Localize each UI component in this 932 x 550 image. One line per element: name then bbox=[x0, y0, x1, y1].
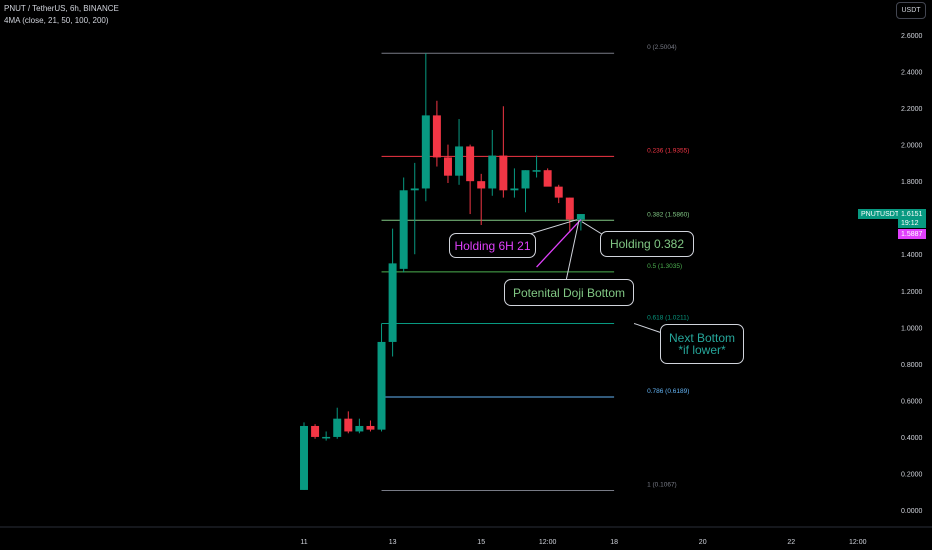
fib-level-label: 1 (0.1067) bbox=[647, 482, 677, 489]
fib-level-label: 0 (2.5004) bbox=[647, 44, 677, 51]
ma-price-label: 1.5887 bbox=[898, 229, 926, 239]
y-tick-label: 2.2000 bbox=[901, 106, 923, 113]
y-tick-label: 1.8000 bbox=[901, 179, 923, 186]
candle-down bbox=[543, 170, 552, 187]
candle-up bbox=[521, 170, 530, 189]
candle-down bbox=[443, 157, 452, 176]
candle-up bbox=[300, 425, 308, 490]
candle-down bbox=[344, 418, 353, 432]
y-tick-label: 1.4000 bbox=[901, 252, 923, 259]
candle-down bbox=[565, 197, 574, 220]
currency-button[interactable]: USDT bbox=[896, 2, 926, 19]
y-tick-label: 0.6000 bbox=[901, 398, 923, 405]
last-price-label: 1.6151 bbox=[898, 209, 926, 219]
x-tick-label: 18 bbox=[610, 539, 618, 546]
y-tick-label: 1.0000 bbox=[901, 325, 923, 332]
x-tick-label: 11 bbox=[300, 539, 307, 546]
candle-up bbox=[576, 214, 585, 220]
fib-level-label: 0.618 (1.0211) bbox=[647, 314, 689, 321]
fib-level-label: 0.5 (1.3035) bbox=[647, 263, 682, 270]
x-tick-label: 20 bbox=[699, 539, 707, 546]
y-tick-label: 0.0000 bbox=[901, 508, 923, 515]
note-holding-382[interactable]: Holding 0.382 bbox=[600, 231, 694, 257]
candle-up bbox=[322, 436, 331, 439]
note-doji-bottom[interactable]: Potenital Doji Bottom bbox=[504, 279, 634, 306]
chart-title: PNUT / TetherUS, 6h, BINANCE bbox=[4, 4, 119, 13]
x-tick-label: 13 bbox=[389, 539, 397, 546]
note-next-bottom-line2: *if lower* bbox=[678, 343, 726, 357]
candle-up bbox=[532, 170, 541, 172]
candle-up bbox=[333, 418, 342, 437]
candle-down bbox=[477, 181, 486, 189]
candle-down bbox=[311, 425, 320, 437]
fib-level-label: 0.382 (1.5860) bbox=[647, 211, 689, 218]
countdown-label: 19:12 bbox=[898, 219, 926, 228]
x-tick-label: 12:00 bbox=[539, 539, 557, 546]
symbol-price-label: PNUTUSDT bbox=[858, 209, 899, 219]
candle-up bbox=[377, 341, 386, 430]
candle-up bbox=[510, 188, 519, 191]
x-tick-label: 22 bbox=[787, 539, 795, 546]
y-tick-label: 0.4000 bbox=[901, 435, 923, 442]
candle-down bbox=[499, 155, 508, 191]
x-tick-label: 15 bbox=[477, 539, 485, 546]
fib-level-label: 0.786 (0.6189) bbox=[647, 388, 689, 395]
note-doji-text: Potenital Doji Bottom bbox=[512, 285, 626, 300]
note-holding-21[interactable]: Holding 6H 21 bbox=[449, 233, 536, 258]
candle-up bbox=[488, 155, 497, 189]
y-tick-label: 2.4000 bbox=[901, 70, 923, 77]
y-tick-label: 2.6000 bbox=[901, 33, 923, 40]
candle-down bbox=[432, 115, 441, 158]
callout-pointer bbox=[565, 220, 580, 282]
candle-up bbox=[388, 263, 397, 342]
y-tick-label: 0.8000 bbox=[901, 362, 923, 369]
y-tick-label: 0.2000 bbox=[901, 471, 923, 478]
candle-down bbox=[466, 146, 475, 182]
note-next-bottom[interactable]: Next Bottom *if lower* bbox=[660, 324, 744, 364]
candle-up bbox=[355, 425, 364, 432]
y-tick-label: 1.2000 bbox=[901, 289, 923, 296]
candle-down bbox=[366, 425, 375, 430]
candle-up bbox=[421, 115, 430, 189]
fib-level-label: 0.236 (1.9355) bbox=[647, 147, 689, 154]
ma-line bbox=[536, 219, 582, 268]
callout-pointer bbox=[633, 322, 663, 334]
note-holding-21-text: Holding 6H 21 bbox=[454, 238, 531, 253]
note-next-bottom-line1: Next Bottom bbox=[668, 331, 736, 345]
candle-up bbox=[455, 146, 464, 176]
indicator-legend[interactable]: 4MA (close, 21, 50, 100, 200) bbox=[4, 16, 109, 25]
y-tick-label: 2.0000 bbox=[901, 143, 923, 150]
x-tick-label: 12:00 bbox=[849, 539, 867, 546]
candle-up bbox=[410, 188, 419, 191]
note-holding-382-text: Holding 0.382 bbox=[609, 237, 685, 251]
candle-down bbox=[554, 186, 563, 198]
candle-up bbox=[399, 190, 408, 269]
